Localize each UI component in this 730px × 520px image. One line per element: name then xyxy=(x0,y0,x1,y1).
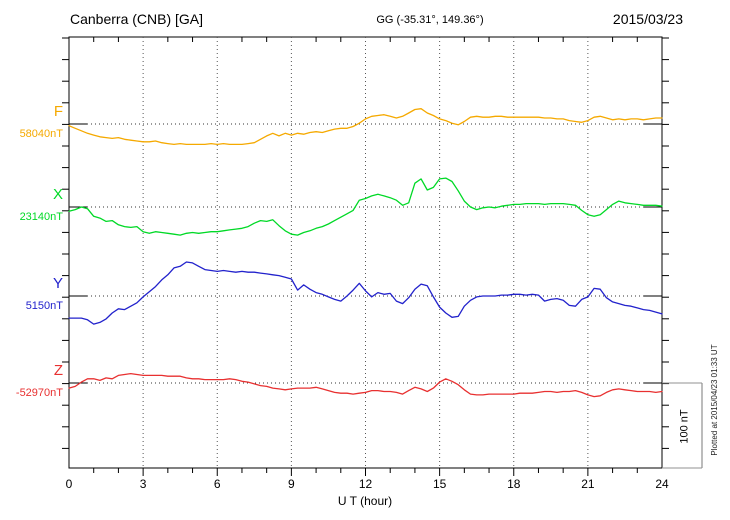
component-letter-Y: Y xyxy=(52,275,63,292)
x-tick-label-12: 12 xyxy=(358,477,373,491)
curve-Y xyxy=(68,261,663,325)
station-title: Canberra (CNB) [GA] xyxy=(70,11,204,27)
x-tick-label-0: 0 xyxy=(65,477,73,491)
x-tick-label-24: 24 xyxy=(655,477,669,491)
x-tick-label-6: 6 xyxy=(213,477,221,491)
curve-F xyxy=(68,108,663,146)
component-baseline-value-X: 23140nT xyxy=(19,211,63,223)
component-letter-F: F xyxy=(53,103,63,120)
plotted-at-note: Plotted at 2015/04/23 01:33 UT xyxy=(710,344,719,456)
x-tick-label-18: 18 xyxy=(507,477,521,491)
component-baseline-value-Y: 5150nT xyxy=(25,300,63,312)
plot-date: 2015/03/23 xyxy=(612,11,683,27)
component-letter-Z: Z xyxy=(53,362,63,379)
curve-X xyxy=(68,177,663,236)
geographic-coords: GG (-35.31°, 149.36°) xyxy=(376,14,484,26)
curve-Z xyxy=(68,372,663,398)
component-letter-X: X xyxy=(52,186,63,203)
x-tick-label-9: 9 xyxy=(288,477,295,491)
component-baseline-value-Z: -52970nT xyxy=(15,387,63,399)
x-axis-title: U T (hour) xyxy=(337,494,393,508)
x-tick-label-21: 21 xyxy=(581,477,595,491)
component-baseline-value-F: 58040nT xyxy=(19,128,63,140)
x-tick-label-3: 3 xyxy=(139,477,147,491)
scale-bar-label: 100 nT xyxy=(678,409,691,444)
x-tick-label-15: 15 xyxy=(432,477,447,491)
